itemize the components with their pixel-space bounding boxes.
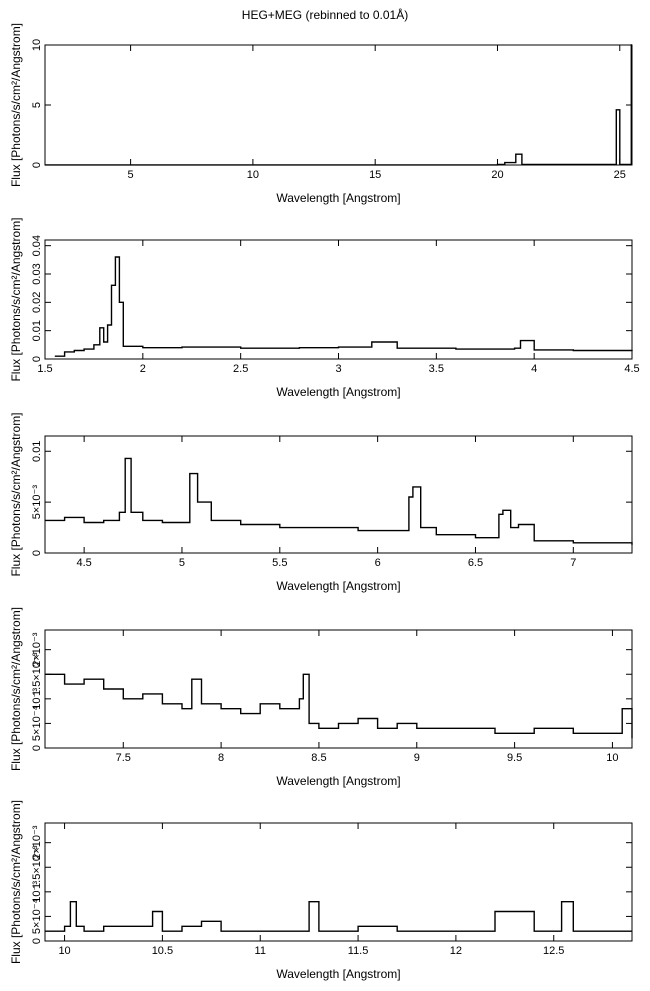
y-axis-title: Flux [Photons/s/cm²/Angstrom] <box>9 412 23 576</box>
y-tick-label: 5 <box>31 102 43 108</box>
x-tick-label: 5.5 <box>272 557 287 569</box>
x-tick-label: 12 <box>450 945 462 957</box>
x-tick-label: 5 <box>179 557 185 569</box>
x-tick-label: 20 <box>491 169 503 181</box>
x-tick-label: 11.5 <box>348 945 369 957</box>
y-tick-label: 5×10⁻⁴ <box>31 705 43 741</box>
plot-frame-3 <box>44 435 633 554</box>
spectrum-line-4 <box>45 673 633 739</box>
plot-frame-1 <box>44 44 633 166</box>
x-tick-label: 6 <box>375 557 381 569</box>
x-tick-label: 10.5 <box>152 945 173 957</box>
y-tick-label: 10⁻³ <box>31 881 43 903</box>
x-axis-title: Wavelength [Angstrom] <box>276 967 400 981</box>
x-tick-label: 7 <box>570 557 576 569</box>
y-tick-label: 0.04 <box>31 235 43 256</box>
x-tick-label: 12.5 <box>543 945 564 957</box>
y-tick-label: 0 <box>31 745 43 751</box>
x-tick-label: 4 <box>531 363 537 375</box>
plot-frame-4 <box>44 629 633 749</box>
x-axis-title: Wavelength [Angstrom] <box>276 774 400 788</box>
x-tick-label: 10 <box>606 752 618 764</box>
y-tick-label: 0 <box>31 938 43 944</box>
x-tick-label: 2 <box>140 363 146 375</box>
x-tick-label: 3 <box>335 363 341 375</box>
x-tick-label: 11 <box>255 945 266 957</box>
x-axis-title: Wavelength [Angstrom] <box>276 191 400 205</box>
page-title: HEG+MEG (rebinned to 0.01Å) <box>241 8 409 22</box>
spectrum-line-5 <box>45 901 632 932</box>
x-tick-label: 8.5 <box>311 752 326 764</box>
spectrum-line-2 <box>54 256 633 357</box>
x-tick-label: 4.5 <box>76 557 91 569</box>
x-tick-label: 1.5 <box>37 363 52 375</box>
x-axis-title: Wavelength [Angstrom] <box>276 579 400 593</box>
x-tick-label: 7.5 <box>116 752 131 764</box>
y-axis-title: Flux [Photons/s/cm²/Angstrom] <box>9 23 23 187</box>
spectrum-line-1 <box>45 44 632 166</box>
y-axis-title: Flux [Photons/s/cm²/Angstrom] <box>9 607 23 771</box>
y-tick-label: 0.02 <box>31 292 43 313</box>
x-tick-label: 10 <box>58 945 70 957</box>
x-tick-label: 9 <box>414 752 420 764</box>
y-tick-label: 5×10⁻³ <box>31 485 43 520</box>
x-tick-label: 4.5 <box>624 363 639 375</box>
y-tick-label: 10 <box>31 39 43 51</box>
x-tick-label: 15 <box>369 169 381 181</box>
y-axis-title: Flux [Photons/s/cm²/Angstrom] <box>9 800 23 964</box>
y-tick-label: 1.5×10⁻³ <box>31 652 43 696</box>
x-tick-label: 9.5 <box>507 752 522 764</box>
x-tick-label: 25 <box>614 169 626 181</box>
y-axis-title: Flux [Photons/s/cm²/Angstrom] <box>9 217 23 381</box>
y-tick-label: 5×10⁻⁴ <box>31 898 43 934</box>
x-tick-label: 5 <box>128 169 134 181</box>
y-tick-label: 0.03 <box>31 263 43 284</box>
plot-frame-2 <box>44 239 633 360</box>
x-tick-label: 6.5 <box>468 557 483 569</box>
y-tick-label: 0.01 <box>31 320 43 341</box>
y-tick-label: 0 <box>31 356 43 362</box>
y-tick-label: 10⁻³ <box>31 688 43 710</box>
y-tick-label: 2×10⁻³ <box>31 825 43 860</box>
y-tick-label: 0 <box>31 162 43 168</box>
y-tick-label: 0 <box>31 550 43 556</box>
x-axis-title: Wavelength [Angstrom] <box>276 385 400 399</box>
y-tick-label: 1.5×10⁻³ <box>31 845 43 889</box>
y-tick-label: 2×10⁻³ <box>31 632 43 667</box>
x-tick-label: 3.5 <box>429 363 444 375</box>
y-tick-label: 0.01 <box>31 441 43 462</box>
x-tick-label: 8 <box>218 752 224 764</box>
spectrum-line-3 <box>45 457 633 545</box>
x-tick-label: 2.5 <box>233 363 248 375</box>
x-tick-label: 10 <box>247 169 259 181</box>
plot-frame-5 <box>44 822 633 942</box>
